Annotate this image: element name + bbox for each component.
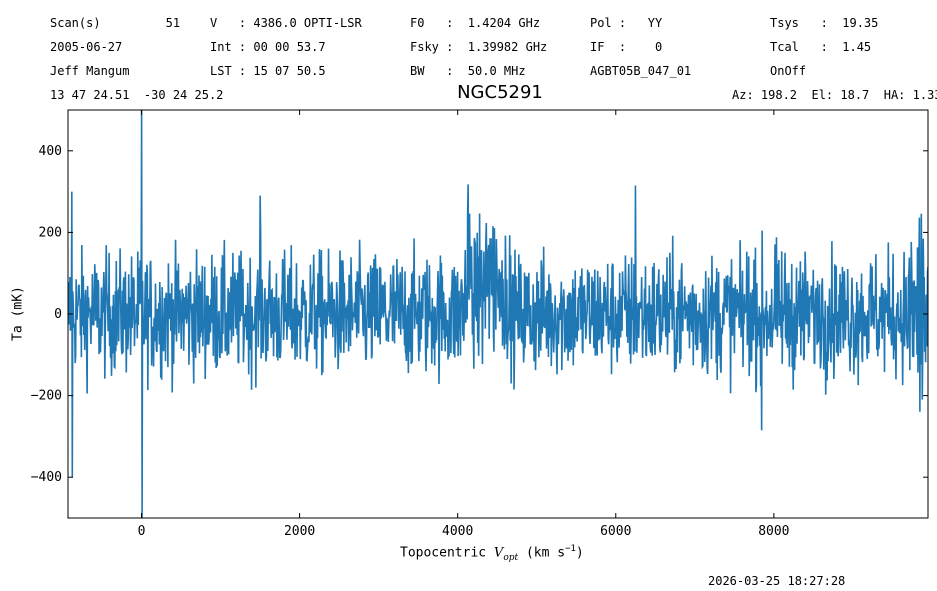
header-if: IF : 0	[590, 40, 663, 54]
x-tick-label: 6000	[600, 524, 631, 539]
chart-title: NGC5291	[457, 82, 543, 103]
header-velocity: V : 4386.0 OPTI-LSR	[210, 16, 362, 30]
x-tick-label: 2000	[284, 524, 315, 539]
x-axis-label-close: )	[575, 545, 584, 561]
y-tick-label: −400	[31, 470, 62, 485]
spectrum-line	[68, 110, 928, 518]
y-axis-label: Ta (mK)	[10, 286, 26, 341]
header-project: AGBT05B_047_01	[590, 64, 692, 78]
header-tsys: Tsys : 19.35	[770, 16, 879, 30]
header-azel: Az: 198.2 El: 18.7 HA: 1.33	[732, 88, 937, 102]
y-tick-label: 400	[39, 144, 62, 159]
y-tick-label: 0	[54, 307, 62, 322]
x-axis-label-text: Topocentric	[400, 545, 494, 561]
header-procedure: OnOff	[770, 64, 807, 78]
header-lst: LST : 15 07 50.5	[210, 64, 326, 78]
header-fsky: Fsky : 1.39982 GHz	[410, 40, 548, 54]
x-axis-label-exp: −1	[565, 544, 576, 554]
x-axis-label-v: V	[493, 545, 504, 561]
series-layer	[68, 110, 928, 518]
header-observer: Jeff Mangum	[50, 64, 130, 78]
ticks-layer: 0 2000 4000 6000 8000 −400 −200 0 200 400	[31, 110, 928, 539]
header-date: 2005-06-27	[50, 40, 123, 54]
header-bw: BW : 50.0 MHz	[410, 64, 526, 78]
header-f0: F0 : 1.4204 GHz	[410, 16, 541, 30]
x-tick-label: 8000	[758, 524, 789, 539]
x-axis-label: Topocentric Vopt (km s−1)	[400, 544, 584, 563]
header-pol: Pol : YY	[590, 16, 663, 30]
header-coords: 13 47 24.51 -30 24 25.2	[50, 88, 224, 102]
x-tick-label: 4000	[442, 524, 473, 539]
x-tick-label: 0	[138, 524, 146, 539]
footer-timestamp: 2026-03-25 18:27:28	[708, 574, 846, 588]
header-int: Int : 00 00 53.7	[210, 40, 326, 54]
header-scan: Scan(s) 51	[50, 16, 181, 30]
x-axis-label-sub: opt	[503, 552, 519, 563]
y-tick-label: −200	[31, 389, 62, 404]
y-tick-label: 200	[39, 225, 62, 240]
header-tcal: Tcal : 1.45	[770, 40, 872, 54]
x-axis-label-units: (km s	[525, 545, 566, 561]
